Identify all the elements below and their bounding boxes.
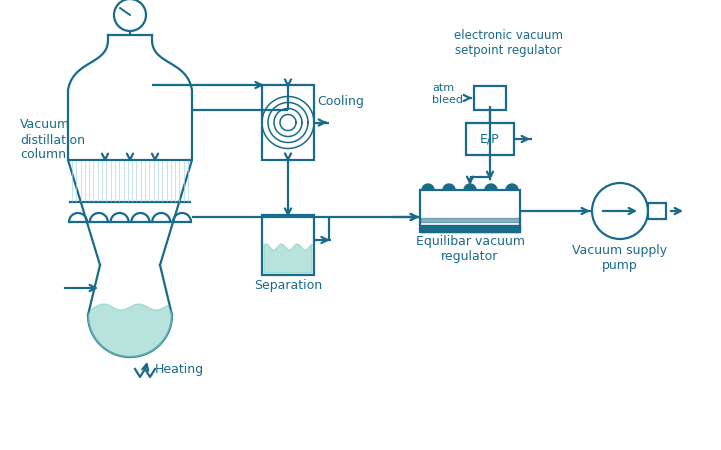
Polygon shape bbox=[420, 225, 520, 232]
Bar bbox=[420, 190, 520, 232]
Text: Vacuum
distillation
column: Vacuum distillation column bbox=[20, 118, 85, 162]
Text: atm: atm bbox=[432, 83, 454, 93]
Text: Equilibar vacuum
regulator: Equilibar vacuum regulator bbox=[415, 235, 524, 263]
Text: bleed: bleed bbox=[432, 95, 463, 105]
Polygon shape bbox=[88, 304, 172, 357]
Text: Vacuum supply
pump: Vacuum supply pump bbox=[572, 244, 668, 272]
Polygon shape bbox=[506, 184, 518, 190]
Polygon shape bbox=[264, 244, 312, 273]
Text: Cooling: Cooling bbox=[317, 95, 364, 108]
Bar bbox=[466, 123, 514, 155]
Bar bbox=[262, 215, 314, 275]
Text: electronic vacuum
setpoint regulator: electronic vacuum setpoint regulator bbox=[454, 29, 562, 57]
Polygon shape bbox=[420, 218, 520, 222]
Polygon shape bbox=[443, 184, 455, 190]
Polygon shape bbox=[422, 184, 434, 190]
Bar bbox=[474, 86, 506, 110]
Polygon shape bbox=[464, 184, 476, 190]
Bar bbox=[262, 85, 314, 160]
Text: E/P: E/P bbox=[480, 132, 500, 145]
Bar bbox=[648, 203, 666, 219]
Text: Heating: Heating bbox=[155, 363, 204, 376]
Text: Separation: Separation bbox=[254, 279, 322, 292]
Polygon shape bbox=[485, 184, 497, 190]
